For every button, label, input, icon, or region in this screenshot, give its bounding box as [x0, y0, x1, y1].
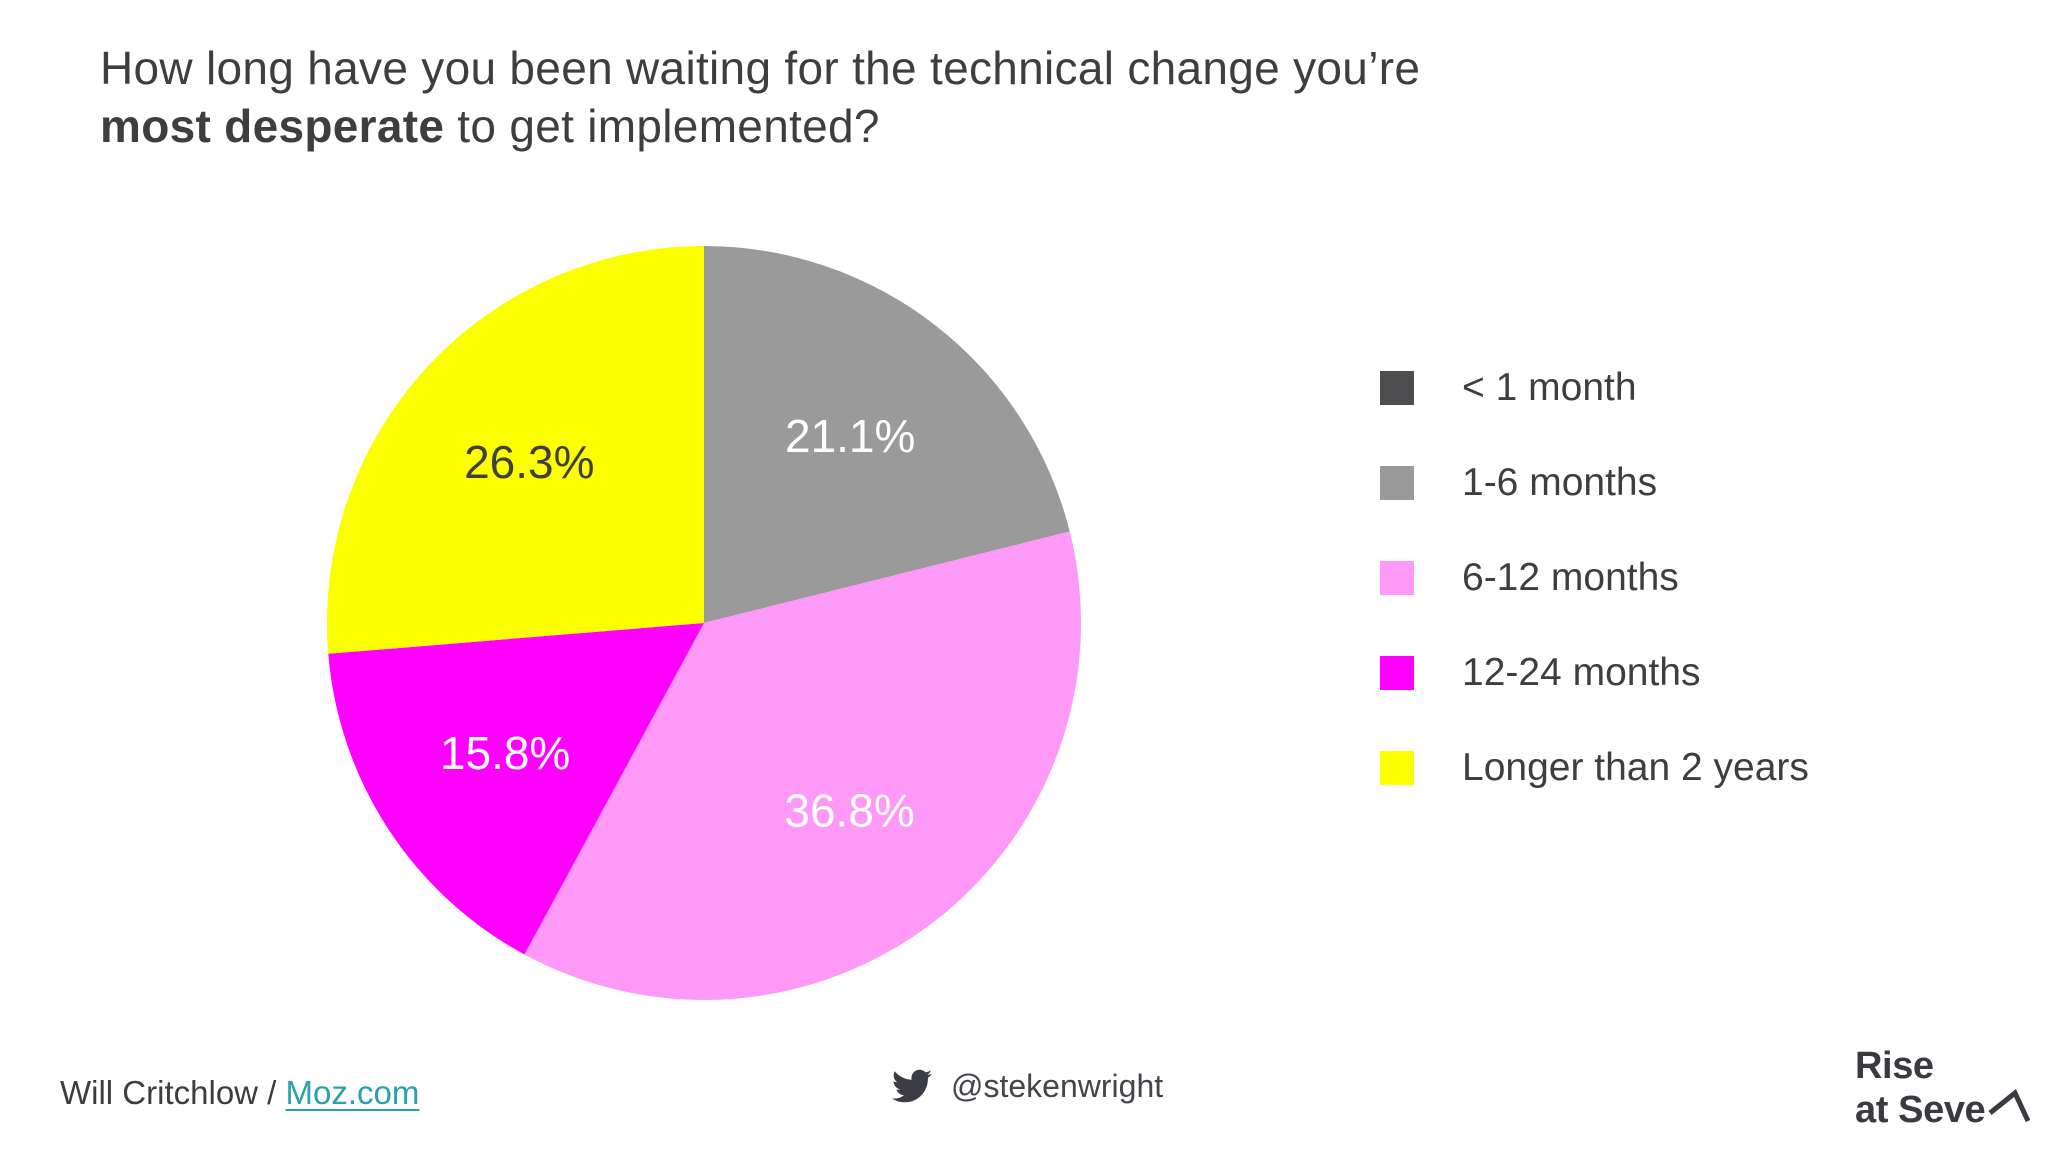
pie-slice-12-24-months — [328, 623, 704, 955]
legend-label-longer-than-2-years: Longer than 2 years — [1462, 745, 1809, 789]
title-line2-rest: to get implemented? — [444, 99, 880, 152]
pie-slice-label-12-24-months: 15.8% — [440, 727, 570, 779]
legend-swatch-longer-than-2-years — [1380, 750, 1414, 785]
pie-slice-6-12-months — [524, 531, 1081, 1000]
pie-chart-svg: 21.1% 36.8% 15.8% 26.3% — [327, 246, 1081, 1000]
legend-label-6-12-months: 6-12 months — [1462, 555, 1679, 599]
legend-swatch-1-6-months — [1380, 465, 1414, 500]
credit: Will Critchlow / Moz.com — [60, 1074, 419, 1112]
legend-item-1-6-months: 1-6 months — [1380, 461, 1809, 504]
legend-item-1-month: < 1 month — [1380, 366, 1809, 409]
moz-link[interactable]: Moz.com — [285, 1074, 420, 1111]
legend-item-longer-than-2-years: Longer than 2 years — [1380, 746, 1809, 789]
logo-line2: at Seve — [1855, 1088, 1986, 1131]
legend-item-12-24-months: 12-24 months — [1380, 651, 1809, 694]
page-title: How long have you been waiting for the t… — [100, 40, 1420, 156]
pie-slice-label-longer-than-2-years: 26.3% — [464, 436, 594, 488]
twitter-credit: @stekenwright — [888, 1066, 1163, 1106]
pie-slice-label-1-6-months: 21.1% — [785, 410, 915, 462]
legend-swatch-12-24-months — [1380, 655, 1414, 690]
legend-label-12-24-months: 12-24 months — [1462, 650, 1701, 694]
pie-slice-longer-than-2-years — [327, 246, 704, 654]
title-line1: How long have you been waiting for the t… — [100, 42, 1421, 94]
twitter-bird-icon — [892, 1069, 933, 1103]
pie-slice-label-6-12-months: 36.8% — [784, 785, 914, 837]
stylized-n-icon — [1988, 1088, 2031, 1122]
credit-text: Will Critchlow / — [60, 1074, 286, 1111]
pie-slice-1-6-months — [704, 246, 1070, 623]
logo-line1: Rise — [1855, 1045, 1934, 1087]
pie-chart: 21.1% 36.8% 15.8% 26.3% — [327, 246, 1081, 1000]
rise-at-seven-logo: Rise at Seve — [1855, 1045, 2031, 1132]
legend: < 1 month 1-6 months 6-12 months 12-24 mont… — [1380, 366, 1809, 841]
legend-swatch-6-12-months — [1380, 560, 1414, 595]
legend-label-1-6-months: 1-6 months — [1462, 460, 1658, 504]
legend-label-1-month: < 1 month — [1462, 365, 1637, 409]
legend-item-6-12-months: 6-12 months — [1380, 556, 1809, 599]
title-line2-bold: most desperate — [100, 99, 445, 152]
twitter-handle: @stekenwright — [951, 1067, 1164, 1104]
legend-swatch-1-month — [1380, 370, 1414, 405]
